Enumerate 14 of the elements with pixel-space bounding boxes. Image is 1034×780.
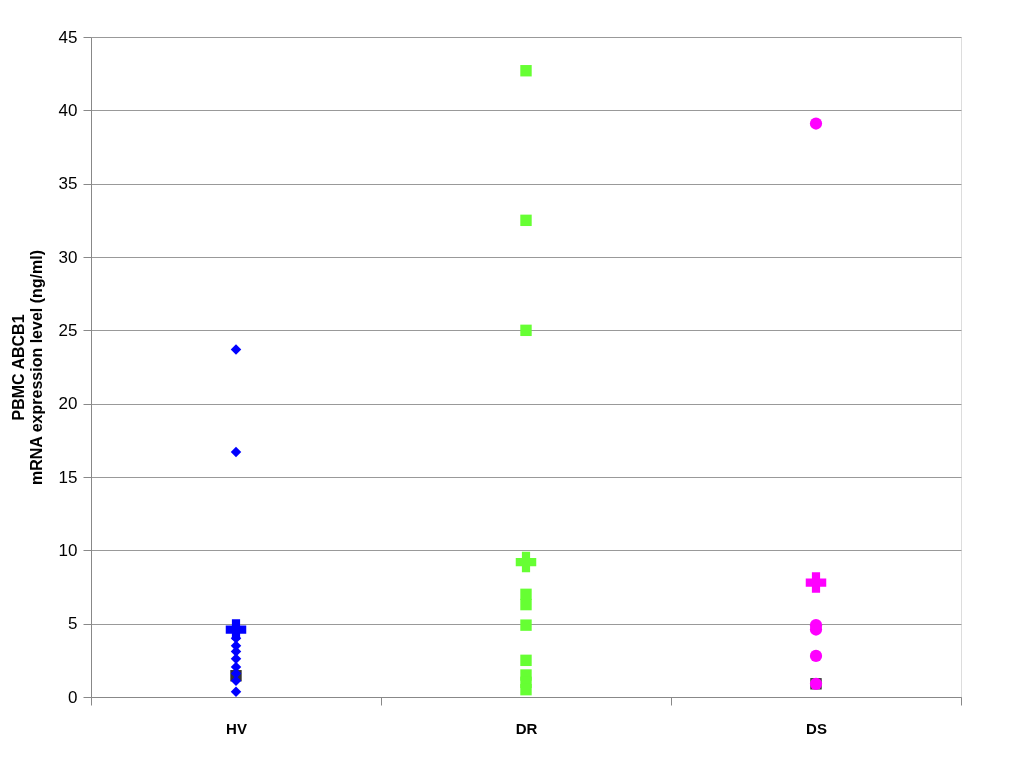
- x-tick-label: HV: [226, 719, 247, 737]
- y-tick-label: 25: [58, 320, 78, 340]
- y-tick-label: 20: [58, 394, 78, 414]
- y-axis-title: PBMC ABCB1 mRNA expression level (ng/ml): [9, 249, 45, 486]
- y-tick-label: 15: [58, 467, 78, 487]
- y-tick-label: 40: [58, 100, 78, 120]
- y-tick-label: 45: [58, 27, 78, 47]
- y-tick-label: 0: [68, 687, 78, 707]
- x-tick-label: DS: [806, 719, 827, 737]
- y-tick-label: 35: [58, 174, 78, 194]
- x-tick-label: DR: [515, 719, 538, 737]
- y-tick-label: 30: [58, 247, 78, 267]
- y-tick-label: 10: [58, 540, 78, 560]
- y-tick-label: 5: [68, 614, 78, 634]
